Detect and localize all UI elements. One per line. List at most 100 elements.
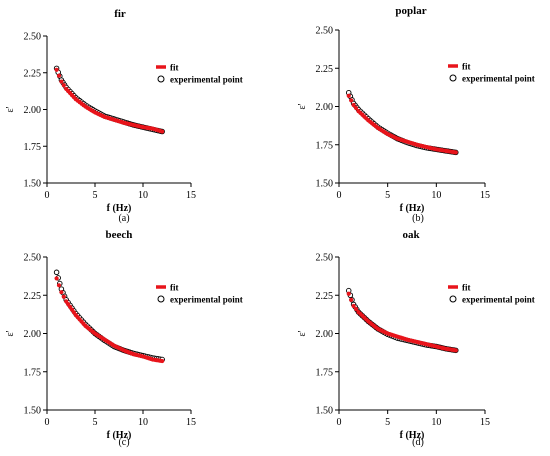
- chart-title: fir: [114, 8, 126, 20]
- fit-point: [56, 283, 62, 288]
- legend: fit experimental point: [156, 63, 243, 85]
- panel-caption: (c): [118, 437, 129, 448]
- panel-caption: (b): [412, 213, 424, 224]
- legend-point-label: experimental point: [170, 75, 243, 85]
- fit-series: [54, 67, 165, 134]
- x-axis-label: f (Hz): [107, 430, 132, 441]
- legend: fit experimental point: [156, 283, 243, 305]
- y-tick-label: 2.00: [24, 329, 42, 340]
- y-tick-label: 2.25: [24, 291, 42, 302]
- legend-fit-label: fit: [170, 283, 179, 293]
- y-axis-label: ε': [297, 330, 308, 336]
- x-tick-label: 0: [45, 190, 50, 201]
- y-tick-label: 2.25: [24, 68, 42, 79]
- legend-point-label: experimental point: [462, 74, 535, 84]
- legend-fit-label: fit: [170, 63, 179, 73]
- fit-point: [160, 129, 165, 134]
- x-tick-label: 15: [480, 190, 490, 201]
- fit-point: [453, 150, 458, 155]
- chart-panel-oak: oak 1.50 1.75 2.00 2.25 2.50 0 5 10 15 f (Hz) ε' fit…: [297, 229, 535, 448]
- x-tick-label: 10: [138, 190, 148, 201]
- fit-point: [453, 348, 458, 353]
- y-tick-label: 1.75: [316, 367, 334, 378]
- y-tick-label: 2.00: [24, 105, 42, 116]
- legend-fit-label: fit: [462, 283, 471, 293]
- fit-series: [346, 93, 458, 155]
- fit-point: [59, 290, 64, 295]
- x-tick-label: 10: [431, 417, 441, 428]
- legend-fit-label: fit: [462, 62, 471, 72]
- experimental-points-series: [53, 269, 165, 363]
- y-tick-label: 2.50: [24, 253, 42, 264]
- x-tick-label: 0: [45, 417, 50, 428]
- y-axis-label: ε': [297, 103, 308, 109]
- fit-point: [59, 79, 64, 84]
- x-tick-label: 10: [431, 190, 441, 201]
- chart-title: beech: [106, 229, 133, 241]
- y-tick-label: 1.50: [316, 406, 334, 417]
- legend-point-swatch: [157, 75, 165, 83]
- legend-point-swatch: [449, 74, 457, 82]
- y-axis-label: ε': [5, 106, 16, 112]
- experimental-point: [53, 269, 60, 276]
- legend: fit experimental point: [448, 62, 535, 84]
- fit-point: [54, 276, 59, 281]
- fit-point: [61, 294, 66, 299]
- x-tick-label: 0: [337, 190, 342, 201]
- x-tick-label: 15: [480, 417, 490, 428]
- x-tick-label: 5: [93, 190, 98, 201]
- y-tick-label: 2.25: [316, 291, 334, 302]
- chart-panel-beech: beech 1.50 1.75 2.00 2.25 2.50 0 5 10 15 f (Hz) ε' f…: [5, 229, 243, 448]
- y-tick-label: 1.50: [24, 179, 42, 190]
- x-tick-label: 15: [186, 190, 196, 201]
- y-tick-label: 1.75: [24, 367, 42, 378]
- chart-title: oak: [402, 229, 420, 241]
- x-axis-label: f (Hz): [400, 203, 425, 214]
- y-tick-label: 1.75: [316, 140, 334, 151]
- fit-point: [346, 93, 351, 98]
- fit-series: [54, 276, 165, 364]
- fit-point: [351, 303, 356, 309]
- fit-point: [54, 67, 59, 72]
- fit-point: [56, 73, 62, 78]
- fit-series: [346, 291, 458, 353]
- fit-point: [353, 306, 359, 312]
- chart-title: poplar: [395, 5, 426, 17]
- fit-point: [61, 83, 66, 88]
- x-axis-label: f (Hz): [400, 430, 425, 441]
- chart-panel-poplar: poplar 1.50 1.75 2.00 2.25 2.50 0 5 10 15 f (Hz) ε'…: [297, 5, 535, 224]
- legend-point-swatch: [449, 295, 457, 303]
- y-tick-label: 2.00: [316, 102, 334, 113]
- x-tick-label: 5: [93, 417, 98, 428]
- x-axis-label: f (Hz): [107, 203, 132, 214]
- y-axis-label: ε': [5, 330, 16, 336]
- y-tick-label: 1.50: [24, 406, 42, 417]
- y-tick-label: 2.25: [316, 64, 334, 75]
- fit-point: [351, 102, 356, 108]
- fit-point: [160, 358, 165, 364]
- y-tick-label: 2.00: [316, 329, 334, 340]
- y-tick-label: 2.50: [24, 32, 42, 43]
- x-tick-label: 10: [138, 417, 148, 428]
- x-tick-label: 5: [385, 190, 390, 201]
- chart-panel-fir: fir 1.50 1.75 2.00 2.25 2.50 0 5 10 15 f (Hz) ε' fit…: [5, 8, 243, 224]
- experimental-points-series: [345, 287, 459, 354]
- y-tick-label: 2.50: [316, 26, 334, 37]
- fit-point: [349, 98, 354, 103]
- panel-caption: (d): [412, 437, 424, 448]
- legend-point-label: experimental point: [462, 295, 535, 305]
- experimental-points-series: [345, 89, 459, 156]
- legend: fit experimental point: [448, 283, 535, 305]
- y-tick-label: 1.75: [24, 142, 42, 153]
- fit-point: [353, 105, 359, 111]
- y-tick-label: 1.50: [316, 179, 334, 190]
- panel-caption: (a): [118, 213, 129, 224]
- x-tick-label: 5: [385, 417, 390, 428]
- legend-point-label: experimental point: [170, 295, 243, 305]
- x-tick-label: 15: [186, 417, 196, 428]
- fit-point: [349, 297, 354, 302]
- x-tick-label: 0: [337, 417, 342, 428]
- fit-point: [346, 291, 351, 296]
- y-tick-label: 2.50: [316, 253, 334, 264]
